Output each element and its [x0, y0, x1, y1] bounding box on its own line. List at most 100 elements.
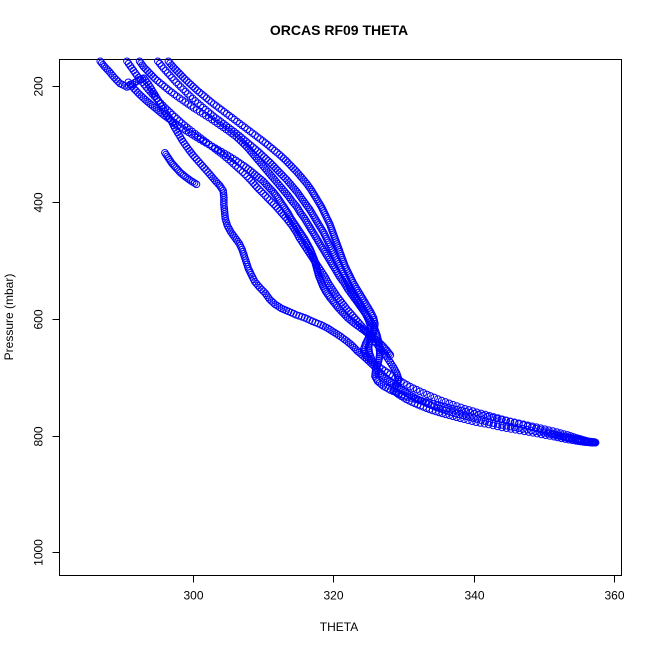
data-point: [224, 155, 233, 164]
data-point: [251, 145, 260, 153]
data-point: [300, 214, 309, 223]
data-point: [555, 431, 564, 439]
data-point: [293, 203, 301, 211]
data-point: [361, 298, 369, 307]
data-point: [456, 414, 465, 423]
data-point: [476, 419, 485, 427]
data-point: [574, 435, 583, 444]
data-point: [221, 153, 230, 162]
data-point: [228, 113, 236, 122]
data-point: [532, 424, 540, 433]
data-point: [457, 403, 465, 412]
data-point: [421, 398, 430, 406]
data-point: [309, 228, 317, 237]
x-tick-label: 320: [323, 589, 343, 603]
data-point: [320, 247, 329, 256]
data-point: [124, 78, 133, 87]
data-point: [305, 205, 314, 214]
data-point: [363, 302, 372, 310]
data-point: [364, 304, 373, 312]
data-point: [304, 203, 312, 212]
data-point: [418, 397, 426, 405]
data-point: [507, 425, 515, 433]
data-point: [196, 101, 205, 110]
data-point: [489, 413, 498, 421]
data-point: [188, 94, 197, 103]
data-point: [249, 143, 257, 151]
data-point: [158, 80, 166, 89]
data-point: [277, 152, 286, 161]
data-point: [307, 185, 315, 194]
y-tick-label: 800: [32, 426, 46, 446]
data-point: [355, 288, 363, 297]
data-point: [452, 413, 461, 422]
data-point: [200, 164, 209, 172]
data-point: [168, 73, 176, 82]
y-tick-label: 1000: [32, 539, 46, 566]
data-point: [241, 170, 249, 179]
data-point: [232, 129, 241, 138]
data-point: [472, 418, 480, 426]
data-point: [136, 76, 145, 84]
data-point: [314, 238, 323, 246]
data-point: [357, 292, 366, 301]
data-point: [306, 224, 315, 233]
data-point: [449, 400, 457, 409]
data-point: [279, 154, 288, 163]
data-point: [438, 409, 447, 418]
data-point: [515, 420, 523, 428]
data-point: [258, 137, 267, 145]
data-point: [310, 191, 319, 200]
data-point: [481, 410, 490, 419]
data-point: [222, 109, 231, 118]
data-point: [205, 96, 213, 104]
data-point: [305, 222, 314, 231]
data-point: [255, 185, 263, 194]
data-point: [510, 418, 519, 427]
data-point: [308, 209, 316, 218]
data-point: [356, 300, 364, 309]
data-point: [411, 395, 419, 403]
data-point: [386, 351, 395, 359]
data-point: [188, 178, 197, 186]
data-point: [144, 85, 152, 94]
data-point: [536, 425, 544, 434]
data-point: [435, 408, 443, 417]
data-point: [161, 104, 170, 112]
data-point: [185, 175, 193, 184]
x-tick-label: 300: [183, 589, 203, 603]
data-point: [237, 133, 246, 142]
data-point: [198, 162, 207, 170]
data-point: [442, 410, 450, 419]
data-point: [234, 238, 242, 246]
data-point: [480, 419, 489, 428]
data-point: [257, 187, 265, 196]
data-point: [351, 282, 360, 291]
y-tick-label: 600: [32, 309, 46, 329]
data-point: [265, 196, 274, 204]
data-point: [307, 226, 316, 235]
data-point: [134, 73, 143, 82]
data-point: [270, 146, 279, 155]
data-point: [261, 139, 270, 147]
data-point: [193, 86, 201, 95]
data-point: [155, 78, 164, 87]
data-point: [460, 415, 468, 424]
data-point: [247, 176, 256, 185]
data-point: [299, 212, 308, 221]
data-point: [177, 83, 185, 91]
data-point: [235, 131, 243, 140]
data-point: [191, 153, 199, 162]
data-point: [191, 84, 199, 93]
data-point: [572, 435, 580, 443]
data-point: [404, 393, 412, 401]
data-point: [184, 90, 192, 98]
data-point: [240, 123, 249, 132]
data-point: [308, 187, 316, 196]
data-point: [181, 87, 190, 96]
data-point: [469, 407, 477, 415]
data-point: [311, 232, 320, 240]
data-point: [233, 117, 241, 126]
data-point: [309, 189, 318, 198]
data-point: [172, 78, 180, 87]
